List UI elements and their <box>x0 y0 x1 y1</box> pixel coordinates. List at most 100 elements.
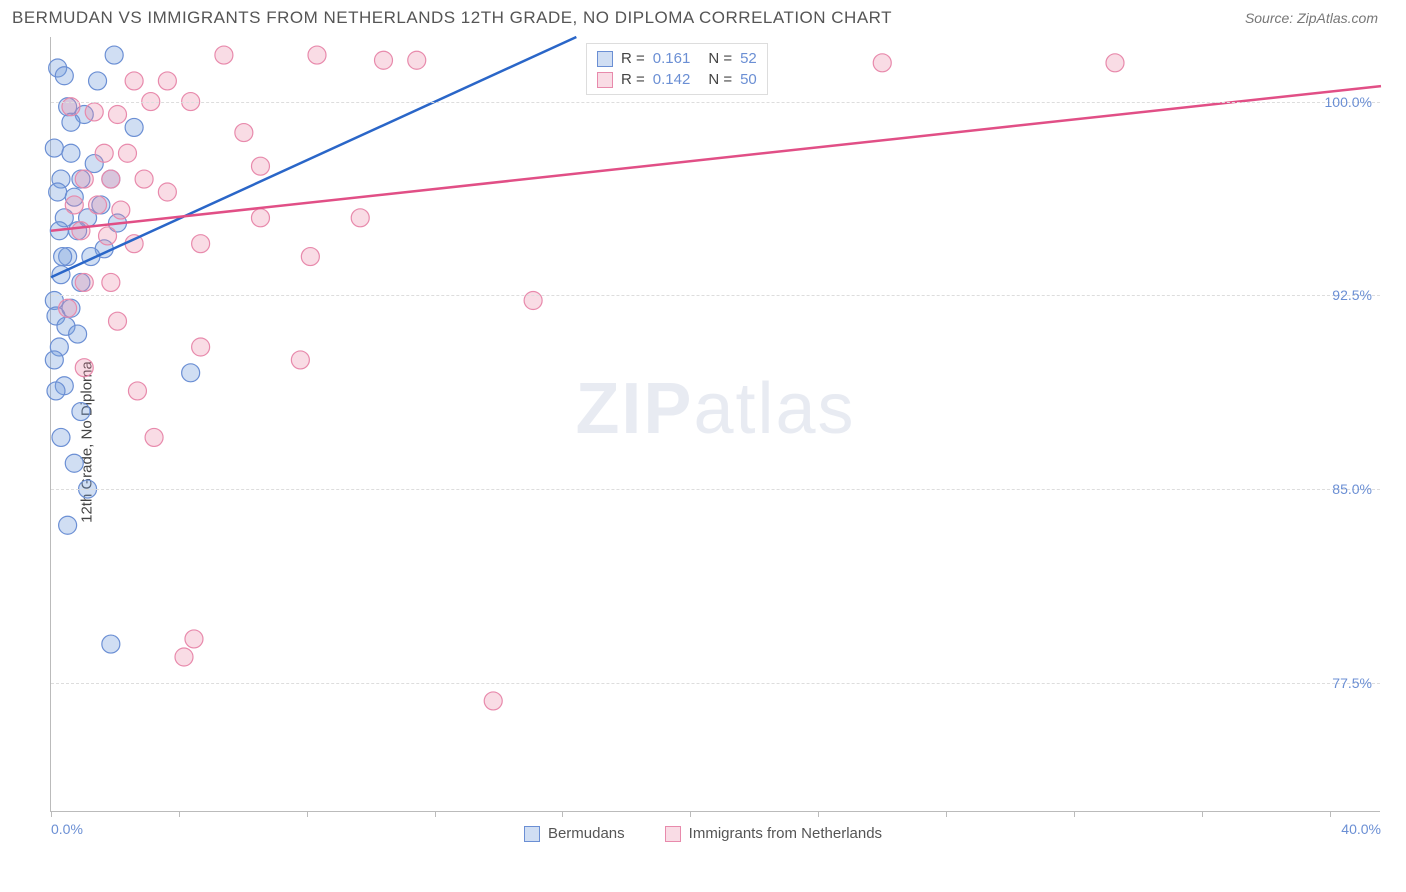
r-label: R = <box>621 50 645 67</box>
r-label: R = <box>621 71 645 88</box>
y-tick-label: 92.5% <box>1332 287 1372 303</box>
scatter-point <box>72 403 90 421</box>
scatter-point <box>301 248 319 266</box>
scatter-point <box>125 72 143 90</box>
scatter-point <box>102 273 120 291</box>
bottom-legend: Bermudans Immigrants from Netherlands <box>0 819 1406 852</box>
scatter-point <box>109 106 127 124</box>
scatter-point <box>72 222 90 240</box>
n-label: N = <box>708 71 732 88</box>
gridline <box>51 102 1380 103</box>
gridline <box>51 489 1380 490</box>
scatter-point <box>484 692 502 710</box>
gridline <box>51 683 1380 684</box>
scatter-point <box>125 118 143 136</box>
stats-legend-row: R = 0.142 N = 50 <box>597 69 757 90</box>
x-tick <box>1202 811 1203 817</box>
chart-container: 12th Grade, No Diploma ZIPatlas R =0.161… <box>0 32 1406 852</box>
stats-legend-row: R = 0.161 N = 52 <box>597 48 757 69</box>
scatter-point <box>192 235 210 253</box>
plot-svg <box>51 37 1380 811</box>
legend-swatch <box>597 51 613 67</box>
y-tick-label: 100.0% <box>1325 94 1372 110</box>
legend-swatch <box>597 72 613 88</box>
bottom-legend-item: Bermudans <box>524 825 625 842</box>
scatter-point <box>185 630 203 648</box>
scatter-point <box>192 338 210 356</box>
scatter-point <box>49 183 67 201</box>
scatter-point <box>175 648 193 666</box>
x-tick <box>179 811 180 817</box>
x-tick <box>307 811 308 817</box>
n-value: 50 <box>740 71 757 88</box>
scatter-point <box>182 364 200 382</box>
scatter-point <box>251 209 269 227</box>
scatter-point <box>65 454 83 472</box>
scatter-point <box>54 248 72 266</box>
scatter-point <box>215 46 233 64</box>
scatter-point <box>45 351 63 369</box>
scatter-point <box>128 382 146 400</box>
scatter-point <box>102 635 120 653</box>
scatter-point <box>235 124 253 142</box>
y-tick-label: 77.5% <box>1332 675 1372 691</box>
scatter-point <box>158 183 176 201</box>
trend-line <box>51 86 1381 231</box>
scatter-point <box>308 46 326 64</box>
n-label: N = <box>708 50 732 67</box>
n-value: 52 <box>740 50 757 67</box>
chart-header: BERMUDAN VS IMMIGRANTS FROM NETHERLANDS … <box>0 0 1406 32</box>
gridline <box>51 295 1380 296</box>
x-tick <box>690 811 691 817</box>
scatter-point <box>95 144 113 162</box>
scatter-point <box>69 325 87 343</box>
stats-legend-box: R = 0.161 N = 52 R = 0.142 N = 50 <box>586 43 768 95</box>
legend-label: Immigrants from Netherlands <box>689 825 882 842</box>
bottom-legend-item: Immigrants from Netherlands <box>665 825 882 842</box>
scatter-point <box>158 72 176 90</box>
scatter-point <box>351 209 369 227</box>
x-tick <box>435 811 436 817</box>
scatter-point <box>375 51 393 69</box>
scatter-point <box>65 196 83 214</box>
scatter-point <box>118 144 136 162</box>
x-tick <box>1074 811 1075 817</box>
scatter-point <box>85 103 103 121</box>
scatter-point <box>99 227 117 245</box>
scatter-point <box>59 516 77 534</box>
scatter-point <box>45 139 63 157</box>
scatter-point <box>1106 54 1124 72</box>
legend-swatch <box>665 826 681 842</box>
legend-label: Bermudans <box>548 825 625 842</box>
x-tick <box>562 811 563 817</box>
scatter-point <box>55 67 73 85</box>
scatter-point <box>291 351 309 369</box>
scatter-point <box>75 359 93 377</box>
scatter-point <box>135 170 153 188</box>
y-tick-label: 85.0% <box>1332 481 1372 497</box>
r-value: 0.142 <box>653 71 691 88</box>
scatter-point <box>62 144 80 162</box>
scatter-point <box>89 72 107 90</box>
scatter-point <box>112 201 130 219</box>
x-tick <box>1330 811 1331 817</box>
scatter-point <box>75 273 93 291</box>
source-label: Source: ZipAtlas.com <box>1245 10 1378 26</box>
scatter-point <box>251 157 269 175</box>
x-tick <box>51 811 52 817</box>
scatter-point <box>75 170 93 188</box>
scatter-point <box>59 299 77 317</box>
r-value: 0.161 <box>653 50 691 67</box>
scatter-point <box>873 54 891 72</box>
scatter-point <box>145 428 163 446</box>
scatter-point <box>102 170 120 188</box>
scatter-point <box>408 51 426 69</box>
scatter-point <box>105 46 123 64</box>
chart-title: BERMUDAN VS IMMIGRANTS FROM NETHERLANDS … <box>12 8 892 28</box>
plot-area: ZIPatlas R =0.161N =52R =0.142N =50 100.… <box>50 37 1380 812</box>
scatter-point <box>47 382 65 400</box>
scatter-point <box>89 196 107 214</box>
scatter-point <box>109 312 127 330</box>
scatter-point <box>62 98 80 116</box>
x-tick <box>818 811 819 817</box>
